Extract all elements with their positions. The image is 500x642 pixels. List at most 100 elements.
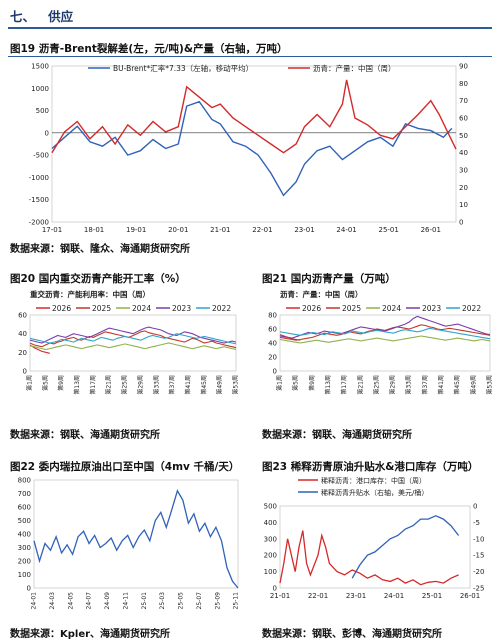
fig19-chart: 150010005000-500-1000-1500-2000908070605… (29, 63, 468, 235)
fig21-subtitle: 沥青：产量：中国（周） (280, 289, 363, 299)
fig20-xtick: 第37周 (168, 375, 176, 395)
fig19-ytick-left: 500 (36, 107, 49, 115)
fig20-title: 图20 国内重交沥青产能开工率（%） (10, 273, 186, 285)
fig21-xtick: 第1周 (276, 375, 284, 391)
fig20-series-line-4 (29, 333, 237, 345)
fig20-series-line-0 (29, 344, 50, 354)
fig19-series-line-1 (51, 79, 457, 154)
fig19-ytick-right: 80 (459, 80, 468, 88)
fig20-xtick: 第25周 (121, 375, 129, 395)
fig19-ytick-right: 70 (459, 97, 468, 105)
fig22-xtick: 24-09 (104, 592, 111, 610)
fig20-xtick: 第29周 (136, 375, 144, 395)
fig19-ytick-left: 1000 (31, 85, 49, 93)
fig19-xtick: 17-01 (42, 226, 62, 234)
fig22-title: 图22 委内瑞拉原油出口至中国（4mv 千桶/天） (10, 461, 240, 473)
fig23-ytick-left: 300 (264, 535, 277, 543)
fig23-series-line-0 (279, 530, 459, 586)
fig21-series-line-4 (279, 327, 491, 340)
fig22-xtick: 25-05 (178, 592, 185, 610)
fig23-ytick-right: -10 (473, 535, 484, 543)
fig21-series-line-1 (279, 324, 491, 341)
fig21-source: 数据来源：钢联、海通期货研究所 (262, 430, 412, 441)
fig22-plot-frame (33, 479, 239, 589)
fig20-xtick: 第49周 (216, 375, 224, 395)
fig21-legend-label-1: 2025 (342, 304, 361, 313)
fig20-xtick: 第45周 (200, 375, 208, 395)
fig22-xtick: 24-01 (31, 592, 38, 610)
fig20-series-line-3 (29, 326, 237, 344)
fig19-xtick: 19-01 (126, 226, 146, 234)
fig20-source: 数据来源：钢联、海通期货研究所 (10, 430, 160, 441)
fig21-ytick-left: 40 (268, 340, 277, 348)
fig20-ytick-left: 20 (18, 349, 27, 357)
fig21-xtick: 第33周 (405, 375, 413, 395)
fig19-ytick-right: 20 (459, 184, 468, 192)
fig20-legend-label-3: 2023 (172, 304, 191, 313)
fig19-ytick-right: 10 (459, 201, 468, 209)
fig21-xtick: 第13周 (324, 375, 332, 395)
fig22-ytick-left: 700 (18, 490, 31, 498)
fig21-title: 图21 国内沥青产量（万吨） (262, 273, 396, 285)
fig23-source: 数据来源：钢联、彭博、海通期货研究所 (262, 629, 442, 640)
fig19-ytick-right: 90 (459, 63, 468, 71)
fig20-xtick: 第33周 (152, 375, 160, 395)
fig23-xtick: 22-01 (308, 592, 328, 600)
fig21-xtick: 第29周 (389, 375, 397, 395)
fig20-legend-label-0: 2026 (52, 304, 71, 313)
fig22-ytick-left: 400 (18, 531, 31, 539)
fig23-ytick-left: 200 (264, 552, 277, 560)
fig20-ytick-left: 60 (18, 312, 27, 320)
fig23-xtick: 25-01 (422, 592, 442, 600)
fig22-ytick-left: 800 (18, 477, 31, 485)
fig19-legend-label-0: BU-Brent*汇率*7.33（左轴，移动平均） (113, 63, 253, 73)
fig20-subtitle: 重交沥青：产能利用率：中国（周） (30, 289, 150, 299)
fig22-ytick-left: 500 (18, 517, 31, 525)
fig22-xtick: 24-07 (86, 592, 93, 610)
fig19-xtick: 26-01 (421, 226, 441, 234)
fig23-ytick-left: 100 (264, 568, 277, 576)
fig19-plot-frame (51, 65, 457, 223)
fig19-ytick-left: -500 (33, 152, 49, 160)
fig23-ytick-right: 0 (473, 503, 477, 511)
fig20-legend-label-4: 2022 (212, 304, 231, 313)
fig19-ytick-left: 1500 (31, 63, 49, 71)
fig22-ytick-left: 100 (18, 571, 31, 579)
fig19-ytick-left: -2000 (29, 219, 49, 227)
fig21-xtick: 第21周 (356, 375, 364, 395)
fig19-ytick-right: 30 (459, 167, 468, 175)
fig21-xtick: 第5周 (292, 375, 300, 391)
fig19-title: 图19 沥青-Brent裂解差(左，元/吨)&产量（右轴，万吨） (10, 43, 288, 55)
fig21-xtick: 第45周 (453, 375, 461, 395)
fig19-ytick-right: 0 (459, 219, 463, 227)
fig21-legend-label-4: 2022 (462, 304, 481, 313)
fig20-legend-label-2: 2024 (132, 304, 151, 313)
fig21-xtick: 第37周 (421, 375, 429, 395)
fig22-series-line-0 (33, 489, 239, 589)
fig22-xtick: 25-11 (233, 592, 240, 610)
fig22-source: 数据来源：Kpler、海通期货研究所 (10, 629, 171, 640)
fig21-legend-label-2: 2024 (382, 304, 401, 313)
fig23-ytick-left: 500 (264, 503, 277, 511)
fig20-xtick: 第9周 (57, 375, 65, 391)
fig22-xtick: 24-11 (122, 592, 129, 610)
fig22-ytick-left: 0 (27, 585, 31, 593)
fig20-xtick: 第21周 (105, 375, 113, 395)
fig23-ytick-right: -5 (473, 519, 480, 527)
fig19-xtick: 22-01 (252, 226, 272, 234)
section-divider (8, 27, 492, 29)
fig23-title: 图23 稀释沥青原油升贴水&港口库存（万吨） (262, 461, 479, 473)
fig19-ytick-right: 60 (459, 115, 468, 123)
fig20-xtick: 第17周 (89, 375, 97, 395)
fig20-ytick-left: 0 (23, 368, 27, 376)
fig23-xtick: 26-01 (460, 592, 480, 600)
fig21-xtick: 第49周 (469, 375, 477, 395)
fig21-xtick: 第9周 (308, 375, 316, 391)
fig19-xtick: 20-01 (168, 226, 188, 234)
fig19-source: 数据来源：钢联、隆众、海通期货研究所 (10, 244, 190, 255)
fig23-ytick-left: 0 (273, 585, 277, 593)
fig22-xtick: 24-03 (49, 592, 56, 610)
fig21-xtick: 第17周 (340, 375, 348, 395)
